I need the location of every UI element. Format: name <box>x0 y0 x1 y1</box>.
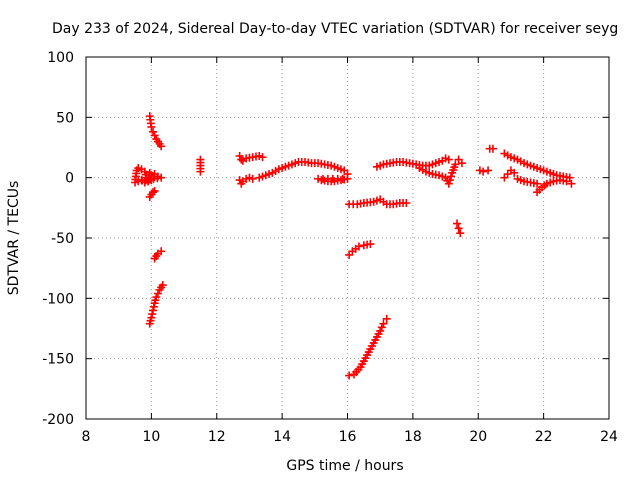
data-point <box>149 306 158 315</box>
series-arc-i <box>255 157 352 182</box>
data-point <box>456 229 465 238</box>
data-point <box>148 310 157 319</box>
x-tick-label: 10 <box>142 429 160 445</box>
data-point <box>158 281 167 290</box>
data-point <box>237 155 246 164</box>
series-arc-c <box>145 186 159 201</box>
data-point <box>150 186 159 195</box>
data-point <box>345 371 354 380</box>
x-tick-label: 16 <box>339 429 357 445</box>
series-arc-e <box>145 281 167 328</box>
data-point <box>149 302 158 311</box>
series-arc-m <box>345 314 391 380</box>
data-point <box>147 122 156 131</box>
data-point <box>248 174 257 183</box>
data-point <box>444 155 453 164</box>
series-arc-s <box>500 149 574 182</box>
x-tick-label: 12 <box>208 429 226 445</box>
series-arc-v <box>533 176 576 197</box>
x-axis-label: GPS time / hours <box>286 458 403 474</box>
grid-layer <box>86 57 609 419</box>
x-tick-label: 14 <box>273 429 291 445</box>
data-point <box>510 168 519 177</box>
series-arc-f <box>196 155 205 176</box>
y-tick-label: -200 <box>42 412 74 428</box>
data-point <box>314 174 323 183</box>
data-point <box>402 199 411 208</box>
y-tick-label: -150 <box>42 352 74 368</box>
y-tick-label: 50 <box>56 110 74 126</box>
data-point <box>149 188 158 197</box>
x-tick-label: 24 <box>600 429 618 445</box>
data-point <box>562 177 571 186</box>
data-point <box>567 179 576 188</box>
data-point <box>147 176 156 185</box>
x-tick-label: 8 <box>82 429 91 445</box>
data-point <box>157 247 166 256</box>
data-point <box>196 167 205 176</box>
data-point <box>376 326 385 335</box>
data-point <box>366 240 375 249</box>
series-arc-b <box>145 112 166 151</box>
data-point <box>479 167 488 176</box>
series-arc-r <box>485 144 497 153</box>
data-point <box>354 242 363 251</box>
data-point <box>444 179 453 188</box>
series-arc-d <box>150 247 166 263</box>
data-point <box>451 160 460 169</box>
data-point <box>382 314 391 323</box>
data-point <box>454 224 463 233</box>
data-point <box>447 172 456 181</box>
series-arc-n <box>372 154 453 171</box>
y-tick-label: -100 <box>42 291 74 307</box>
y-tick-label: 100 <box>47 50 74 66</box>
data-point <box>457 159 466 168</box>
y-axis-label: SDTVAR / TECUs <box>6 181 22 296</box>
data-point <box>258 153 267 162</box>
chart-title: Day 233 of 2024, Sidereal Day-to-day VTE… <box>52 21 618 37</box>
data-point <box>235 151 244 160</box>
y-tick-label: 0 <box>65 171 74 187</box>
series-arc-j <box>314 174 352 186</box>
marks-layer <box>131 112 576 380</box>
data-point <box>488 144 497 153</box>
x-tick-label: 20 <box>469 429 487 445</box>
x-tick-label: 18 <box>404 429 422 445</box>
series-arc-o <box>415 155 466 188</box>
data-point <box>445 176 454 185</box>
x-tick-label: 22 <box>535 429 553 445</box>
data-point <box>147 313 156 322</box>
series-arc-l <box>345 240 375 259</box>
data-point <box>149 127 158 136</box>
data-point <box>453 219 462 228</box>
data-point <box>152 293 161 302</box>
series-arc-p <box>453 219 465 238</box>
data-point <box>157 142 166 151</box>
data-point <box>533 179 542 188</box>
series-arc-a <box>131 164 166 187</box>
series-arc-u <box>513 174 542 188</box>
data-point <box>153 289 162 298</box>
data-point <box>484 166 493 175</box>
y-tick-label: -50 <box>51 231 74 247</box>
series-arc-g <box>235 151 267 165</box>
data-point <box>379 319 388 328</box>
data-point <box>377 323 386 332</box>
tick-layer: 8 10 12 14 16 18 20 22 24 -200 -150 -100 -50 0 50 100 <box>42 50 618 445</box>
series-arc-q <box>475 166 493 176</box>
series-arc-h <box>235 173 257 188</box>
data-point <box>150 131 159 140</box>
series-arc-t <box>500 166 519 182</box>
series-arc-k <box>345 195 411 209</box>
